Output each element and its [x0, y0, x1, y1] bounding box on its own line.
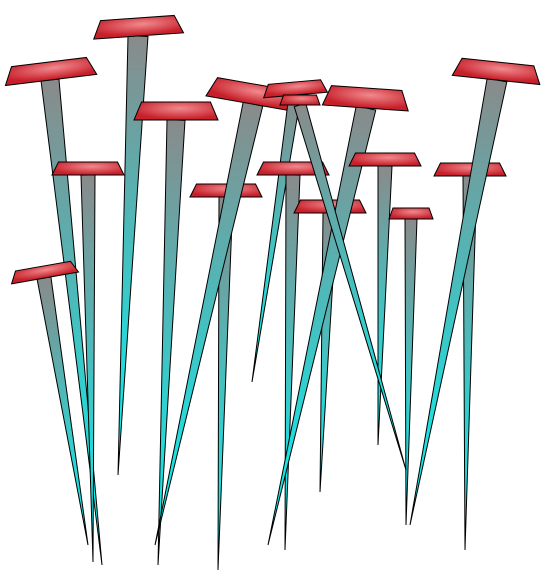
nail — [93, 14, 185, 476]
nail — [133, 101, 219, 566]
nail-head — [433, 162, 507, 177]
nail-head — [262, 79, 329, 99]
nail — [388, 207, 434, 526]
nail — [10, 260, 89, 546]
nail-head — [51, 161, 125, 176]
nail-head — [4, 56, 98, 87]
nail-head — [451, 57, 541, 86]
nail — [51, 161, 125, 563]
nail — [409, 57, 541, 526]
nail-head — [133, 101, 219, 121]
nail-head — [388, 207, 434, 220]
nail — [4, 56, 103, 566]
nail — [279, 94, 407, 471]
nail-head — [321, 85, 409, 112]
nail-head — [348, 152, 422, 167]
nail — [348, 152, 422, 446]
nail-head — [10, 260, 80, 285]
nail-group — [4, 14, 541, 571]
nail-head — [93, 14, 185, 40]
nail-head — [256, 161, 330, 176]
nail — [267, 85, 409, 546]
nail-head — [279, 94, 321, 106]
